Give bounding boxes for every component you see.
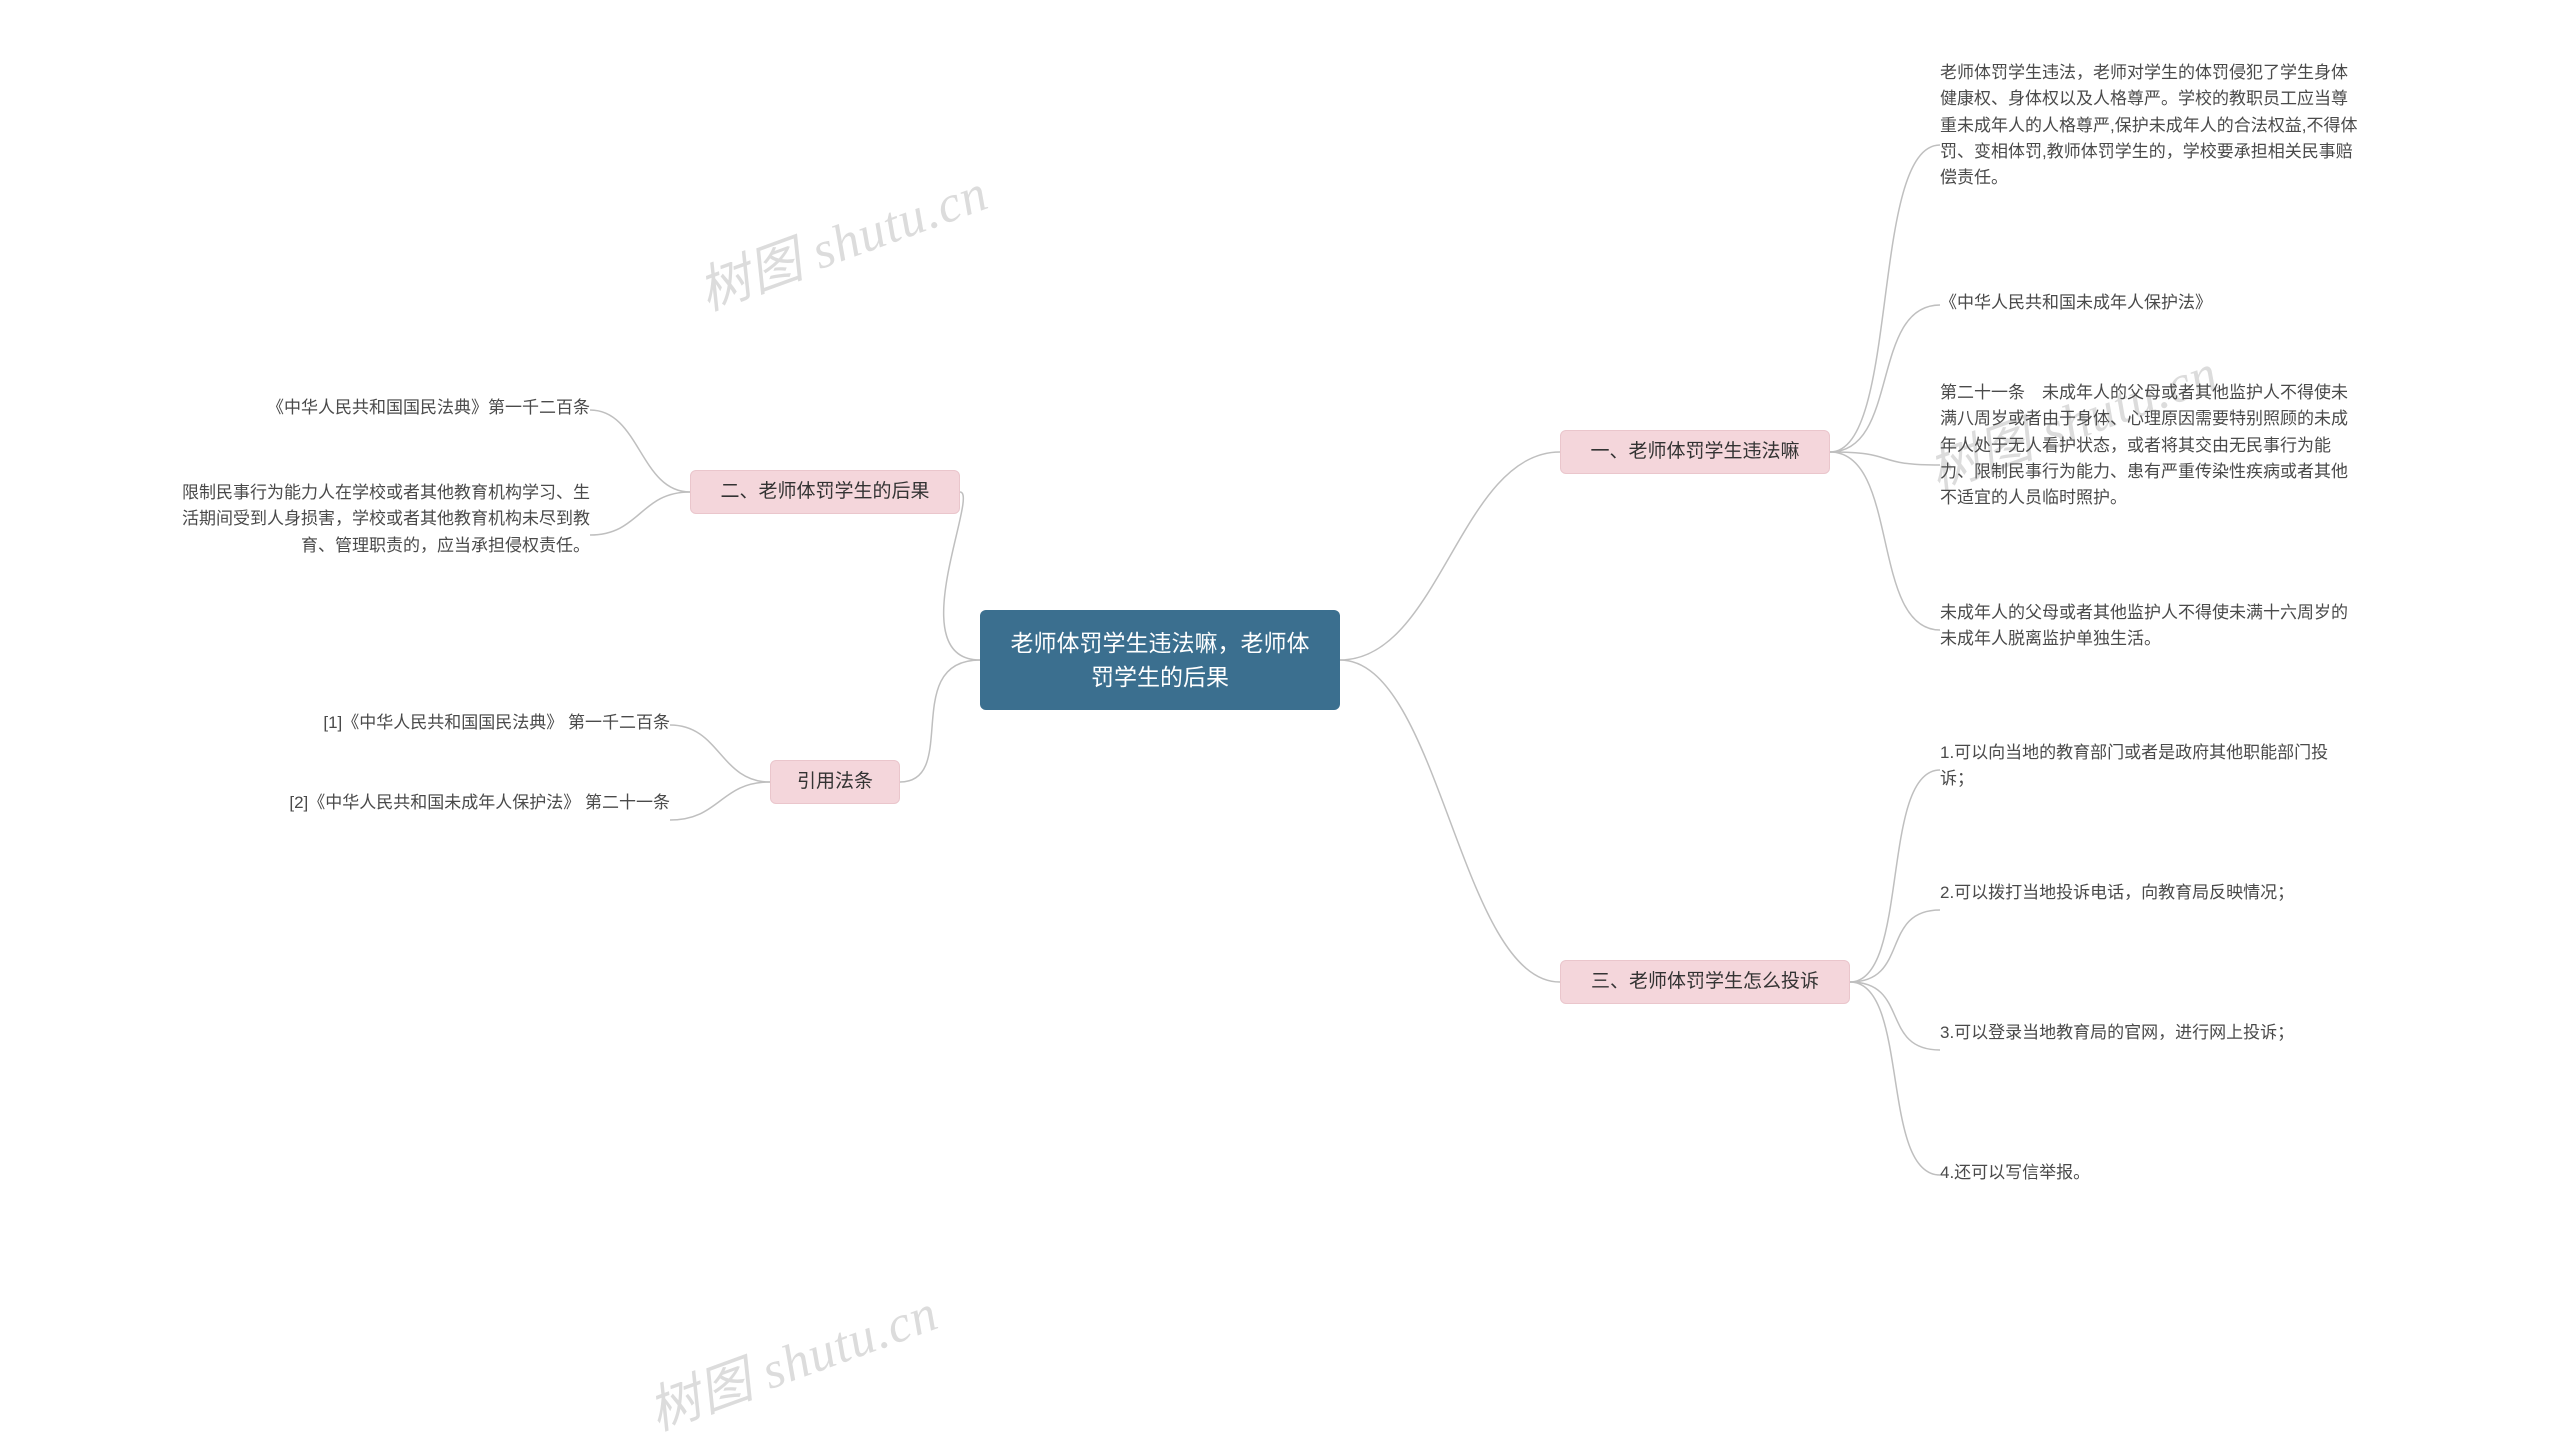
leaf-text: [2]《中华人民共和国未成年人保护法》 第二十一条 xyxy=(289,790,670,816)
watermark: 树图 shutu.cn xyxy=(636,1270,946,1444)
leaf-lref-1: [2]《中华人民共和国未成年人保护法》 第二十一条 xyxy=(170,790,670,816)
leaf-text: 老师体罚学生违法，老师对学生的体罚侵犯了学生身体健康权、身体权以及人格尊严。学校… xyxy=(1940,60,2360,192)
leaf-r3-2: 3.可以登录当地教育局的官网，进行网上投诉； xyxy=(1940,1020,2360,1046)
leaf-text: 《中华人民共和国未成年人保护法》 xyxy=(1940,290,2212,316)
leaf-l2-0: 《中华人民共和国国民法典》第一千二百条 xyxy=(170,395,590,421)
branch-lref[interactable]: 引用法条 xyxy=(770,760,900,804)
leaf-text: 《中华人民共和国国民法典》第一千二百条 xyxy=(267,395,590,421)
mindmap-canvas: 树图 shutu.cn 树图 shutu.cn 树图 shutu.cn 老师体罚… xyxy=(0,0,2560,1370)
leaf-text: 第二十一条 未成年人的父母或者其他监护人不得使未满八周岁或者由于身体、心理原因需… xyxy=(1940,380,2360,512)
branch-r3[interactable]: 三、老师体罚学生怎么投诉 xyxy=(1560,960,1850,1004)
leaf-r1-1: 《中华人民共和国未成年人保护法》 xyxy=(1940,290,2360,316)
leaf-text: 2.可以拨打当地投诉电话，向教育局反映情况； xyxy=(1940,880,2294,906)
branch-l2[interactable]: 二、老师体罚学生的后果 xyxy=(690,470,960,514)
leaf-r1-2: 第二十一条 未成年人的父母或者其他监护人不得使未满八周岁或者由于身体、心理原因需… xyxy=(1940,380,2360,512)
leaf-text: 未成年人的父母或者其他监护人不得使未满十六周岁的未成年人脱离监护单独生活。 xyxy=(1940,600,2360,653)
leaf-text: 限制民事行为能力人在学校或者其他教育机构学习、生活期间受到人身损害，学校或者其他… xyxy=(170,480,590,559)
leaf-r1-3: 未成年人的父母或者其他监护人不得使未满十六周岁的未成年人脱离监护单独生活。 xyxy=(1940,600,2360,653)
leaf-text: 3.可以登录当地教育局的官网，进行网上投诉； xyxy=(1940,1020,2294,1046)
leaf-text: 4.还可以写信举报。 xyxy=(1940,1160,2090,1186)
leaf-r3-3: 4.还可以写信举报。 xyxy=(1940,1160,2360,1186)
root-label: 老师体罚学生违法嘛，老师体罚学生的后果 xyxy=(1004,626,1316,695)
leaf-r3-1: 2.可以拨打当地投诉电话，向教育局反映情况； xyxy=(1940,880,2360,906)
root-node[interactable]: 老师体罚学生违法嘛，老师体罚学生的后果 xyxy=(980,610,1340,710)
branch-label: 引用法条 xyxy=(797,768,873,797)
branch-label: 三、老师体罚学生怎么投诉 xyxy=(1591,968,1819,997)
branch-r1[interactable]: 一、老师体罚学生违法嘛 xyxy=(1560,430,1830,474)
leaf-text: 1.可以向当地的教育部门或者是政府其他职能部门投诉； xyxy=(1940,740,2360,793)
watermark: 树图 shutu.cn xyxy=(686,150,996,324)
leaf-lref-0: [1]《中华人民共和国国民法典》 第一千二百条 xyxy=(170,710,670,736)
branch-label: 二、老师体罚学生的后果 xyxy=(720,478,929,507)
leaf-r3-0: 1.可以向当地的教育部门或者是政府其他职能部门投诉； xyxy=(1940,740,2360,793)
leaf-l2-1: 限制民事行为能力人在学校或者其他教育机构学习、生活期间受到人身损害，学校或者其他… xyxy=(170,480,590,559)
branch-label: 一、老师体罚学生违法嘛 xyxy=(1590,438,1799,467)
leaf-r1-0: 老师体罚学生违法，老师对学生的体罚侵犯了学生身体健康权、身体权以及人格尊严。学校… xyxy=(1940,60,2360,192)
leaf-text: [1]《中华人民共和国国民法典》 第一千二百条 xyxy=(323,710,670,736)
